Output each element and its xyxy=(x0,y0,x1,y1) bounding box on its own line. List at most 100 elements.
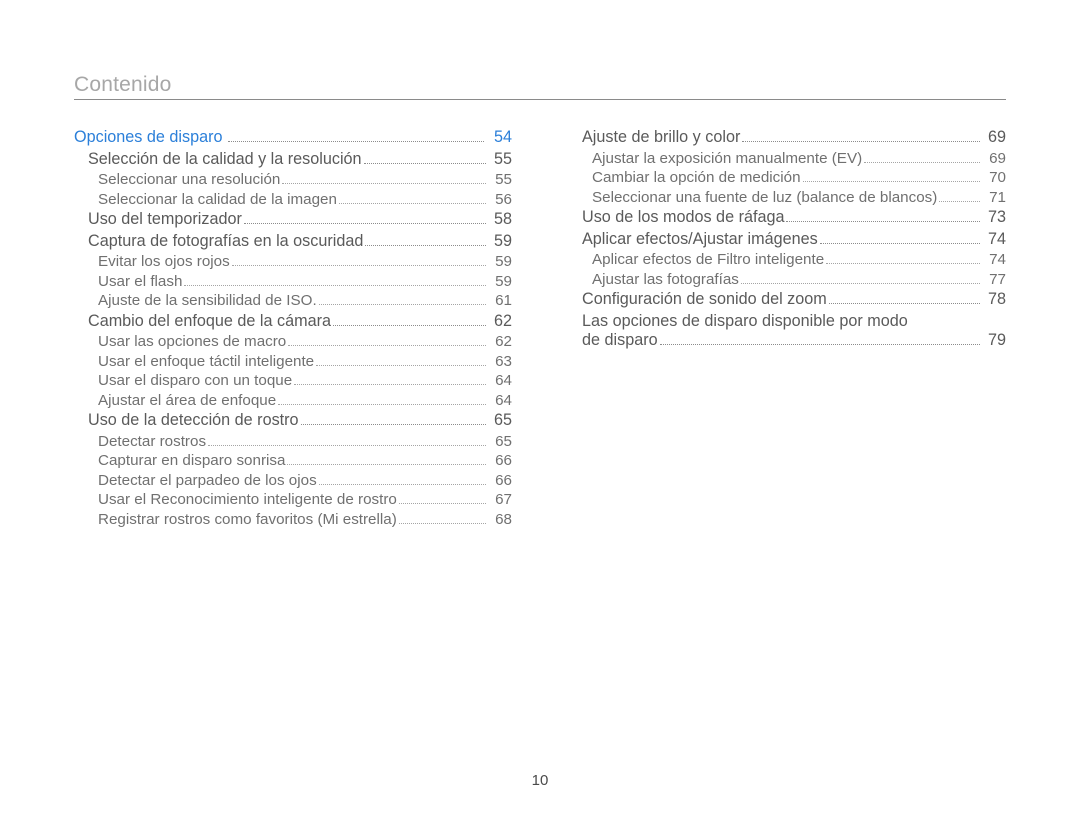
toc-entry[interactable]: Detectar el parpadeo de los ojos 66 xyxy=(74,472,512,489)
toc-leader xyxy=(208,435,486,446)
toc-leader xyxy=(288,335,486,346)
toc-entry[interactable]: Ajustar el área de enfoque64 xyxy=(74,392,512,409)
toc-entry[interactable]: Ajustar las fotografías 77 xyxy=(568,271,1006,288)
toc-entry-page: 77 xyxy=(984,271,1006,288)
toc-entry-label: Usar el disparo con un toque xyxy=(98,372,292,389)
toc-entry[interactable]: Selección de la calidad y la resolución 5… xyxy=(74,150,512,169)
toc-entry[interactable]: Ajuste de brillo y color69 xyxy=(568,128,1006,147)
toc-entry-label: Evitar los ojos rojos xyxy=(98,253,230,270)
toc-entry[interactable]: Configuración de sonido del zoom78 xyxy=(568,290,1006,309)
toc-leader xyxy=(742,131,980,142)
toc-entry-page: 59 xyxy=(490,232,512,251)
toc-leader xyxy=(319,294,486,305)
toc-entry[interactable]: Cambiar la opción de medición 70 xyxy=(568,169,1006,186)
toc-leader xyxy=(287,454,486,465)
toc-column-right: Ajuste de brillo y color69 Ajustar la exp… xyxy=(568,128,1006,530)
toc-entry[interactable]: Ajustar la exposición manualmente (EV) 69 xyxy=(568,150,1006,167)
toc-entry[interactable]: Seleccionar una fuente de luz (balance d… xyxy=(568,189,1006,206)
toc-entry-page: 66 xyxy=(490,452,512,469)
toc-entry-label: Ajustar las fotografías xyxy=(592,271,739,288)
page-header: Contenido xyxy=(74,74,1006,100)
toc-leader xyxy=(399,493,486,504)
toc-entry[interactable]: Evitar los ojos rojos59 xyxy=(74,253,512,270)
toc-entry-page: 79 xyxy=(984,331,1006,350)
toc-entry[interactable]: Capturar en disparo sonrisa 66 xyxy=(74,452,512,469)
toc-entry[interactable]: Usar el disparo con un toque64 xyxy=(74,372,512,389)
toc-entry-page: 64 xyxy=(490,392,512,409)
toc-entry-label: Selección de la calidad y la resolución xyxy=(88,150,362,169)
toc-entry[interactable]: Cambio del enfoque de la cámara62 xyxy=(74,312,512,331)
toc-leader xyxy=(864,152,980,163)
toc-entry[interactable]: Usar las opciones de macro62 xyxy=(74,333,512,350)
toc-entry-page: 62 xyxy=(490,312,512,331)
toc-leader xyxy=(829,293,980,304)
toc-leader xyxy=(786,211,980,222)
toc-leader xyxy=(278,394,486,405)
toc-entry-label: Usar las opciones de macro xyxy=(98,333,286,350)
toc-leader xyxy=(820,233,980,244)
toc-entry-label: Capturar en disparo sonrisa xyxy=(98,452,285,469)
toc-entry-label: Las opciones de disparo disponible por m… xyxy=(582,312,908,331)
toc-entry-label: Captura de fotografías en la oscuridad xyxy=(88,232,363,251)
toc-entry-label: Registrar rostros como favoritos (Mi est… xyxy=(98,511,397,528)
toc-leader xyxy=(365,235,486,246)
toc-entry[interactable]: Captura de fotografías en la oscuridad 59 xyxy=(74,232,512,251)
toc-entry[interactable]: Aplicar efectos/Ajustar imágenes 74 xyxy=(568,230,1006,249)
toc-entry[interactable]: Seleccionar la calidad de la imagen56 xyxy=(74,191,512,208)
toc-entry-label: Ajuste de la sensibilidad de ISO. xyxy=(98,292,317,309)
toc-entry-page: 74 xyxy=(984,230,1006,249)
toc-leader xyxy=(232,255,486,266)
toc-entry-label: Ajustar la exposición manualmente (EV) xyxy=(592,150,862,167)
page-number: 10 xyxy=(0,772,1080,789)
toc-leader xyxy=(803,171,980,182)
toc-entry-page: 55 xyxy=(490,171,512,188)
toc-entry-page: 74 xyxy=(984,251,1006,268)
toc-leader xyxy=(319,474,486,485)
toc-entry-page: 58 xyxy=(490,210,512,229)
toc-entry[interactable]: Uso del temporizador58 xyxy=(74,210,512,229)
toc-entry-label: Seleccionar una fuente de luz (balance d… xyxy=(592,189,937,206)
toc-entry-label: Aplicar efectos/Ajustar imágenes xyxy=(582,230,818,249)
toc-entry-label: Aplicar efectos de Filtro inteligente xyxy=(592,251,824,268)
toc-entry[interactable]: Registrar rostros como favoritos (Mi est… xyxy=(74,511,512,528)
toc-entry-label: Seleccionar la calidad de la imagen xyxy=(98,191,337,208)
toc-entry-page: 66 xyxy=(490,472,512,489)
toc-entry-label: Detectar el parpadeo de los ojos xyxy=(98,472,317,489)
toc-entry-label: Uso de los modos de ráfaga xyxy=(582,208,784,227)
toc-entry[interactable]: Opciones de disparo 54 xyxy=(74,128,512,147)
toc-leader xyxy=(184,275,486,286)
toc-leader xyxy=(301,414,486,425)
toc-entry[interactable]: Uso de los modos de ráfaga73 xyxy=(568,208,1006,227)
toc-entry-label: Usar el enfoque táctil inteligente xyxy=(98,353,314,370)
toc-entry-label: Usar el flash xyxy=(98,273,182,290)
toc-entry-label-cont: de disparo xyxy=(582,331,658,350)
toc-entry-label: Uso de la detección de rostro xyxy=(88,411,299,430)
toc-entry[interactable]: Uso de la detección de rostro 65 xyxy=(74,411,512,430)
toc-entry-page: 65 xyxy=(490,411,512,430)
toc-leader xyxy=(228,131,484,142)
toc-entry-page: 54 xyxy=(490,128,512,147)
toc-entry[interactable]: Ajuste de la sensibilidad de ISO. 61 xyxy=(74,292,512,309)
toc-entry-page: 61 xyxy=(490,292,512,309)
toc-leader xyxy=(826,253,980,264)
toc-entry-page: 59 xyxy=(490,273,512,290)
toc-entry[interactable]: Usar el Reconocimiento inteligente de ro… xyxy=(74,491,512,508)
toc-entry-label: Usar el Reconocimiento inteligente de ro… xyxy=(98,491,397,508)
toc-entry-label: Cambiar la opción de medición xyxy=(592,169,801,186)
toc-leader xyxy=(364,153,486,164)
toc-entry[interactable]: Detectar rostros65 xyxy=(74,433,512,450)
toc-entry[interactable]: Usar el enfoque táctil inteligente63 xyxy=(74,353,512,370)
toc-entry-label: Opciones de disparo xyxy=(74,128,222,147)
toc-entry-page: 55 xyxy=(490,150,512,169)
toc-entry[interactable]: Seleccionar una resolución55 xyxy=(74,171,512,188)
toc-leader xyxy=(333,315,486,326)
toc-page: Contenido Opciones de disparo 54 Selección… xyxy=(0,0,1080,815)
toc-entry-page: 70 xyxy=(984,169,1006,186)
toc-entry[interactable]: Usar el flash 59 xyxy=(74,273,512,290)
toc-leader xyxy=(939,191,980,202)
toc-leader xyxy=(316,355,486,366)
toc-entry-page: 69 xyxy=(984,128,1006,147)
toc-entry[interactable]: Aplicar efectos de Filtro inteligente 74 xyxy=(568,251,1006,268)
toc-leader xyxy=(244,213,486,224)
toc-entry-page: 69 xyxy=(984,150,1006,167)
